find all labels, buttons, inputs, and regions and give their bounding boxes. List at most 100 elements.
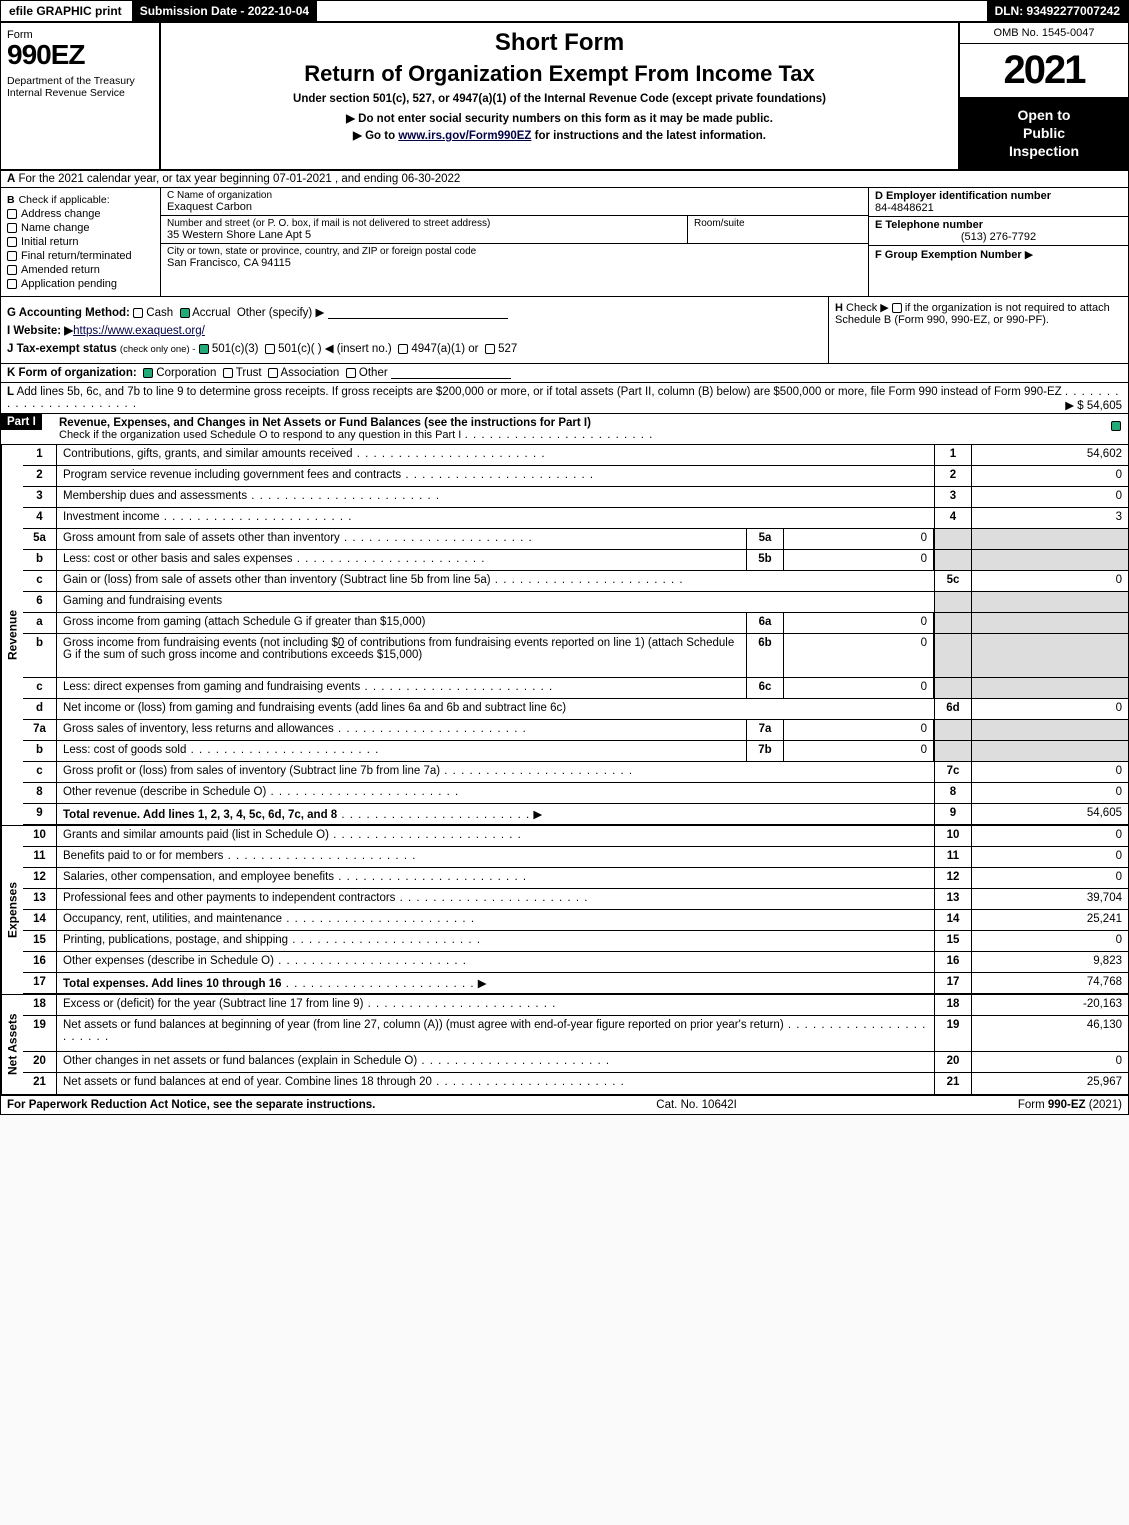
- ein: 84-4848621: [875, 202, 934, 214]
- line-10-ref: 10: [934, 826, 972, 846]
- line-18-val: -20,163: [972, 995, 1128, 1015]
- line-5b-mval: 0: [784, 550, 934, 570]
- header-left: Form 990EZ Department of the Treasury In…: [1, 23, 161, 169]
- chk-schedule-o[interactable]: [1111, 421, 1121, 431]
- line-2-desc: Program service revenue including govern…: [57, 466, 934, 486]
- line-15-ref: 15: [934, 931, 972, 951]
- line-5b-rref-grey: [934, 550, 972, 570]
- chk-h[interactable]: [892, 303, 902, 313]
- header-mid: Short Form Return of Organization Exempt…: [161, 23, 958, 169]
- opt-final-return: Final return/terminated: [21, 250, 132, 262]
- line-5a-rref-grey: [934, 529, 972, 549]
- line-8-desc: Other revenue (describe in Schedule O): [57, 783, 934, 803]
- chk-address-change[interactable]: [7, 209, 17, 219]
- chk-application-pending[interactable]: [7, 279, 17, 289]
- line-5c-no: c: [23, 571, 57, 591]
- chk-4947[interactable]: [398, 344, 408, 354]
- line-19-val: 46,130: [972, 1016, 1128, 1051]
- line-6d-val: 0: [972, 699, 1128, 719]
- line-12-no: 12: [23, 868, 57, 888]
- line-5c-val: 0: [972, 571, 1128, 591]
- line-16-desc: Other expenses (describe in Schedule O): [57, 952, 934, 972]
- chk-name-change[interactable]: [7, 223, 17, 233]
- chk-final-return[interactable]: [7, 251, 17, 261]
- l-text: Add lines 5b, 6c, and 7b to line 9 to de…: [17, 386, 1062, 398]
- c-addr-row: Number and street (or P. O. box, if mail…: [161, 216, 868, 244]
- line-6b-rval-grey: [972, 634, 1128, 677]
- h-label: H: [835, 302, 843, 314]
- line-21-val: 25,967: [972, 1073, 1128, 1094]
- line-14-no: 14: [23, 910, 57, 930]
- line-16-val: 9,823: [972, 952, 1128, 972]
- row-j: J Tax-exempt status (check only one) - 5…: [7, 341, 822, 355]
- expenses-table: Expenses 10Grants and similar amounts pa…: [1, 825, 1128, 994]
- line-6d-no: d: [23, 699, 57, 719]
- line-14-val: 25,241: [972, 910, 1128, 930]
- ssn-note: ▶ Do not enter social security numbers o…: [171, 111, 948, 125]
- chk-other-org[interactable]: [346, 368, 356, 378]
- line-11-val: 0: [972, 847, 1128, 867]
- part1-header-row: Part I Revenue, Expenses, and Changes in…: [1, 414, 1128, 445]
- c-name-cell: C Name of organization Exaquest Carbon: [161, 188, 868, 216]
- col-c: C Name of organization Exaquest Carbon N…: [161, 188, 868, 296]
- chk-corporation[interactable]: [143, 368, 153, 378]
- chk-501c3[interactable]: [199, 344, 209, 354]
- topbar: efile GRAPHIC print Submission Date - 20…: [1, 1, 1128, 23]
- line-7b-rref-grey: [934, 741, 972, 761]
- line-7a-desc: Gross sales of inventory, less returns a…: [57, 720, 746, 740]
- opt-527: 527: [498, 343, 517, 355]
- chk-cash[interactable]: [133, 308, 143, 318]
- chk-501c[interactable]: [265, 344, 275, 354]
- form-header: Form 990EZ Department of the Treasury In…: [1, 23, 1128, 171]
- line-6c-rref-grey: [934, 678, 972, 698]
- line-19-desc: Net assets or fund balances at beginning…: [57, 1016, 934, 1051]
- line-6-no: 6: [23, 592, 57, 612]
- part1-title-cell: Revenue, Expenses, and Changes in Net As…: [53, 414, 1104, 444]
- line-11-no: 11: [23, 847, 57, 867]
- line-15-no: 15: [23, 931, 57, 951]
- omb-number: OMB No. 1545-0047: [960, 23, 1128, 44]
- line-9-desc: Total revenue. Add lines 1, 2, 3, 4, 5c,…: [57, 804, 934, 824]
- line-13-no: 13: [23, 889, 57, 909]
- line-7a-rref-grey: [934, 720, 972, 740]
- line-5b-no: b: [23, 550, 57, 570]
- line-6-rval-grey: [972, 592, 1128, 612]
- line-17-no: 17: [23, 973, 57, 993]
- col-def: D Employer identification number 84-4848…: [868, 188, 1128, 296]
- short-form-title: Short Form: [171, 29, 948, 57]
- chk-527[interactable]: [485, 344, 495, 354]
- line-20-desc: Other changes in net assets or fund bala…: [57, 1052, 934, 1072]
- opt-initial-return: Initial return: [21, 236, 78, 248]
- chk-initial-return[interactable]: [7, 237, 17, 247]
- tax-year-range: For the 2021 calendar year, or tax year …: [19, 173, 461, 185]
- chk-association[interactable]: [268, 368, 278, 378]
- col-b: B Check if applicable: Address change Na…: [1, 188, 161, 296]
- revenue-table: Revenue 1Contributions, gifts, grants, a…: [1, 445, 1128, 825]
- line-19-ref: 19: [934, 1016, 972, 1051]
- line-20-ref: 20: [934, 1052, 972, 1072]
- irs-link[interactable]: www.irs.gov/Form990EZ: [398, 130, 531, 142]
- line-20-no: 20: [23, 1052, 57, 1072]
- part1-dots: [465, 429, 654, 441]
- line-5a-desc: Gross amount from sale of assets other t…: [57, 529, 746, 549]
- website-link[interactable]: https://www.exaquest.org/: [73, 325, 205, 337]
- line-12-ref: 12: [934, 868, 972, 888]
- chk-amended-return[interactable]: [7, 265, 17, 275]
- line-8-val: 0: [972, 783, 1128, 803]
- j-note: (check only one) -: [120, 344, 196, 355]
- line-3-val: 0: [972, 487, 1128, 507]
- line-6-rref-grey: [934, 592, 972, 612]
- efile-tab[interactable]: efile GRAPHIC print: [1, 1, 132, 21]
- netassets-side-label: Net Assets: [1, 995, 23, 1094]
- line-14-ref: 14: [934, 910, 972, 930]
- expenses-side-label: Expenses: [1, 826, 23, 994]
- chk-accrual[interactable]: [180, 308, 190, 318]
- part1-title: Revenue, Expenses, and Changes in Net As…: [59, 417, 591, 429]
- line-8-no: 8: [23, 783, 57, 803]
- row-g: G Accounting Method: Cash Accrual Other …: [7, 305, 822, 319]
- footer-cat: Cat. No. 10642I: [656, 1099, 737, 1111]
- line-6a-desc: Gross income from gaming (attach Schedul…: [57, 613, 746, 633]
- opt-other-org: Other: [359, 367, 388, 379]
- goto-post: for instructions and the latest informat…: [531, 130, 766, 142]
- chk-trust[interactable]: [223, 368, 233, 378]
